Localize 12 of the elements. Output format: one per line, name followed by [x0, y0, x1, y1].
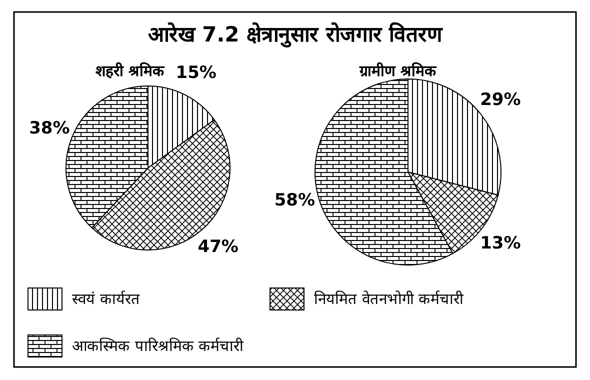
data-label: 58% [274, 190, 316, 211]
data-label: 15% [176, 63, 216, 84]
chart-subtitle: ग्रामीण श्रमिक [358, 62, 438, 80]
data-label: 29% [480, 90, 521, 110]
legend-label: नियमित वेतनभोगी कर्मचारी [314, 290, 465, 308]
data-label: 47% [198, 237, 238, 258]
legend-label: स्वयं कार्यरत [72, 290, 140, 308]
legend-label: आकस्मिक पारिश्रमिक कर्मचारी [72, 337, 245, 356]
chart-title: आरेख 7.2 क्षेत्रानुसार रोजगार वितरण [148, 22, 444, 49]
data-label: 38% [29, 118, 70, 139]
chart-subtitle: शहरी श्रमिक [95, 62, 166, 80]
data-label: 13% [480, 233, 521, 254]
